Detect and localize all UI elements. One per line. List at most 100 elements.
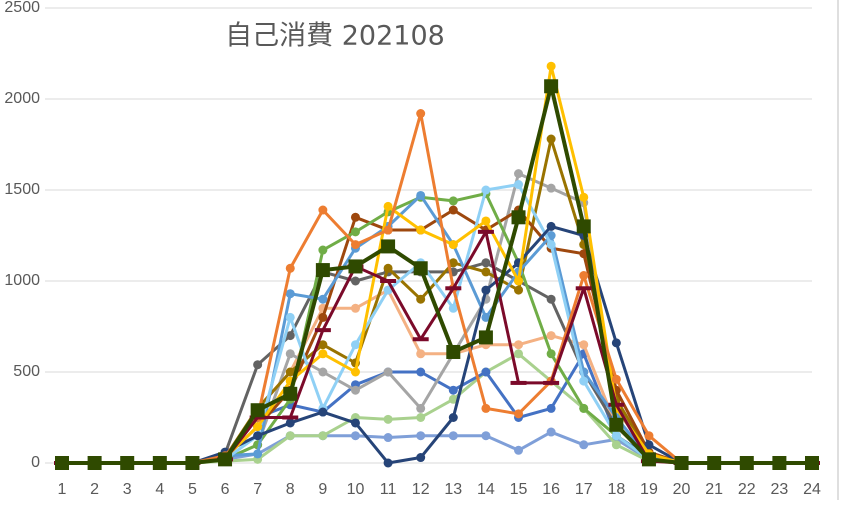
marker <box>448 413 458 422</box>
marker <box>546 61 556 71</box>
marker <box>318 245 328 255</box>
marker <box>481 258 491 268</box>
marker <box>481 185 491 195</box>
x-tick-label: 7 <box>253 481 262 498</box>
series-line <box>62 192 812 465</box>
marker <box>481 312 491 322</box>
marker <box>350 385 360 395</box>
marker <box>253 431 263 441</box>
marker <box>674 456 689 470</box>
marker <box>481 267 491 277</box>
marker <box>383 201 393 211</box>
marker <box>611 374 621 384</box>
marker <box>318 205 328 215</box>
series-line <box>62 84 812 465</box>
marker <box>283 386 298 401</box>
marker <box>514 169 524 179</box>
y-tick-label: 0 <box>31 454 40 471</box>
marker <box>514 340 524 350</box>
x-tick-label: 18 <box>607 481 625 498</box>
marker <box>514 180 524 190</box>
marker <box>55 456 69 470</box>
x-tick-label: 14 <box>477 481 495 498</box>
series-line <box>62 230 812 465</box>
y-tick-label: 1500 <box>4 181 40 198</box>
series <box>55 79 819 470</box>
marker <box>546 134 556 144</box>
series <box>57 169 817 468</box>
marker <box>383 263 393 273</box>
marker <box>514 285 524 295</box>
x-tick-label: 22 <box>738 481 756 498</box>
marker <box>481 367 491 377</box>
x-tick-label: 9 <box>318 481 327 498</box>
marker <box>514 276 524 286</box>
marker <box>644 431 654 441</box>
series-line <box>62 352 812 465</box>
marker <box>576 219 591 234</box>
x-tick-label: 11 <box>380 481 397 498</box>
marker <box>120 456 135 470</box>
marker <box>511 210 526 225</box>
marker <box>412 337 429 342</box>
marker <box>249 415 266 420</box>
marker <box>383 367 393 377</box>
y-tick-label: 2500 <box>4 0 40 16</box>
series-line <box>62 193 812 465</box>
marker <box>285 367 295 377</box>
y-tick-label: 1000 <box>4 272 40 289</box>
marker <box>772 456 787 470</box>
series-line <box>62 224 812 465</box>
x-tick-label: 1 <box>58 481 67 498</box>
marker <box>448 258 458 268</box>
marker <box>416 349 426 359</box>
marker <box>416 413 426 422</box>
series <box>57 134 817 468</box>
marker <box>416 109 426 119</box>
marker <box>253 449 263 459</box>
marker <box>546 183 556 193</box>
series <box>57 221 817 468</box>
marker <box>546 331 556 341</box>
marker <box>350 431 360 441</box>
marker <box>416 453 426 463</box>
marker <box>282 415 299 420</box>
marker <box>350 276 360 286</box>
marker <box>481 431 491 441</box>
marker <box>579 403 589 413</box>
x-tick-label: 13 <box>444 481 462 498</box>
marker <box>218 452 233 467</box>
marker <box>579 376 589 386</box>
marker <box>448 431 458 441</box>
marker <box>152 456 167 470</box>
marker <box>611 338 621 348</box>
x-tick-label: 5 <box>188 481 197 498</box>
marker <box>383 414 393 424</box>
marker <box>611 440 621 450</box>
series-line <box>62 112 812 465</box>
marker <box>448 240 458 250</box>
x-tick-label: 2 <box>90 481 99 498</box>
marker <box>413 261 428 276</box>
marker <box>448 385 458 395</box>
marker <box>446 344 461 359</box>
marker <box>448 196 458 206</box>
marker <box>514 349 524 359</box>
x-tick-label: 4 <box>155 481 164 498</box>
marker <box>318 312 328 322</box>
marker <box>318 340 328 350</box>
series <box>57 190 817 468</box>
marker <box>510 380 527 385</box>
x-tick-label: 12 <box>412 481 430 498</box>
marker <box>315 263 330 278</box>
marker <box>253 360 263 370</box>
series-line <box>62 208 812 465</box>
series-line <box>62 137 812 465</box>
marker <box>448 205 458 215</box>
marker <box>546 221 556 231</box>
series <box>57 109 817 468</box>
marker <box>381 239 396 254</box>
marker <box>611 431 621 441</box>
x-tick-label: 3 <box>123 481 132 498</box>
